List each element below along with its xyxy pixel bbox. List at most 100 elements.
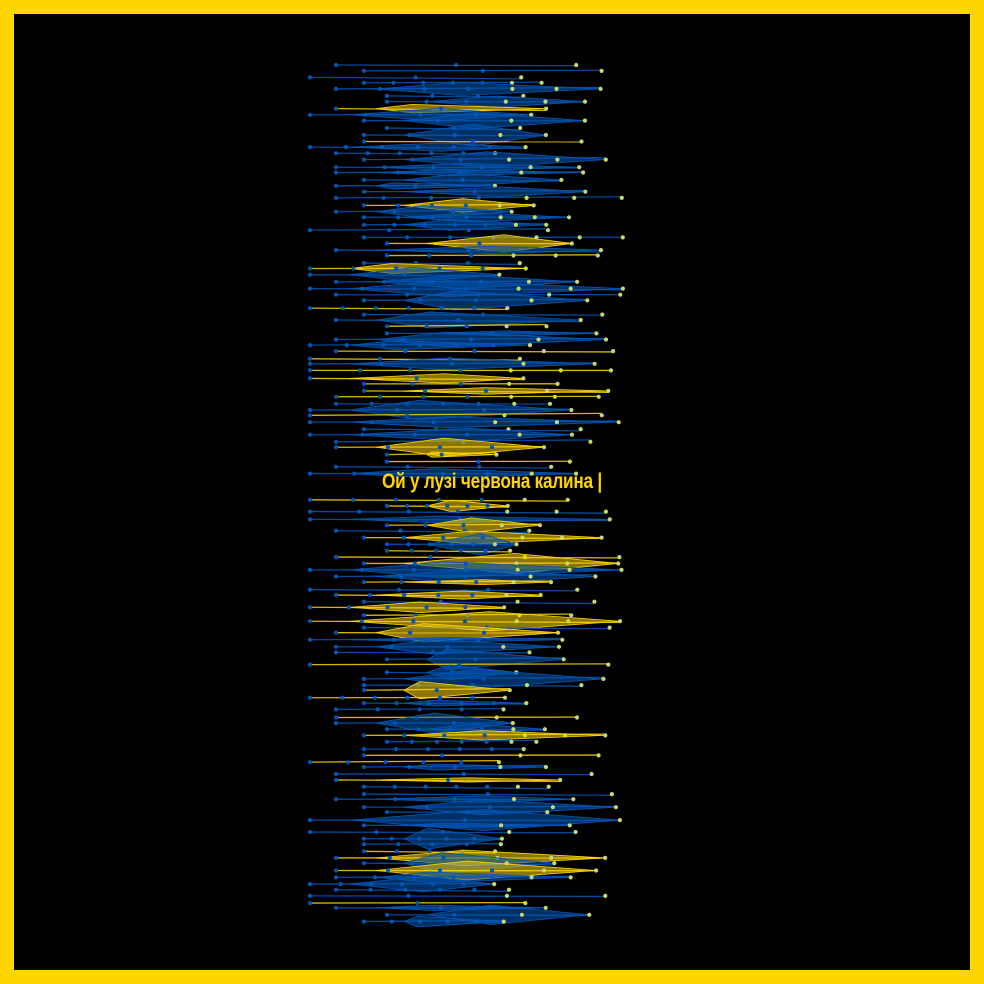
node-dot	[538, 592, 543, 598]
node-dot	[361, 625, 367, 630]
node-dot	[382, 279, 387, 284]
node-dot	[603, 509, 609, 514]
node-dot	[577, 235, 582, 240]
node-dot	[471, 542, 476, 547]
node-dot	[465, 261, 470, 266]
node-dot	[556, 644, 562, 649]
node-dot	[383, 760, 388, 765]
node-dot	[361, 157, 367, 162]
node-dot	[423, 523, 428, 528]
node-dot	[407, 132, 412, 138]
node-dot	[479, 727, 484, 732]
node-dot	[399, 580, 404, 585]
node-dot	[502, 695, 508, 700]
node-dot	[361, 215, 367, 220]
node-dot	[381, 343, 386, 348]
node-dot	[543, 764, 549, 770]
wedge-shape	[349, 468, 577, 479]
node-dot	[434, 688, 439, 693]
node-dot	[517, 261, 522, 266]
node-dot	[549, 855, 554, 861]
node-dot	[547, 292, 552, 297]
node-dot	[497, 203, 502, 208]
node-dot	[498, 132, 503, 138]
node-dot	[430, 650, 435, 655]
node-dot	[361, 919, 367, 924]
node-dot	[507, 157, 512, 162]
node-dot	[470, 695, 475, 700]
node-dot	[445, 644, 450, 649]
node-dot	[417, 707, 422, 712]
node-dot	[363, 112, 368, 117]
node-dot	[350, 497, 355, 502]
node-dot	[499, 523, 504, 528]
node-dot	[451, 875, 456, 880]
node-dot	[485, 784, 490, 789]
node-dot	[511, 727, 516, 732]
node-dot	[333, 292, 339, 297]
node-dot	[407, 764, 412, 770]
node-dot	[461, 771, 466, 777]
node-dot	[307, 605, 313, 610]
node-dot	[333, 887, 339, 892]
node-dot	[416, 727, 421, 732]
node-dot	[494, 715, 499, 720]
node-dot	[565, 497, 570, 502]
node-dot	[352, 471, 357, 476]
node-dot	[470, 139, 475, 144]
node-dot	[476, 195, 481, 200]
node-dot	[475, 93, 480, 98]
node-dot	[361, 388, 367, 393]
node-dot	[516, 286, 521, 291]
node-dot	[422, 222, 427, 227]
node-dot	[541, 349, 546, 354]
node-dot	[429, 195, 434, 200]
node-dot	[361, 599, 367, 604]
node-dot	[384, 331, 390, 336]
node-dot	[490, 875, 495, 880]
node-dot	[405, 413, 410, 418]
node-dot	[361, 842, 367, 847]
node-dot	[569, 241, 574, 246]
node-dot	[377, 394, 382, 399]
node-dot	[384, 548, 390, 553]
node-dot	[507, 688, 512, 693]
node-dot	[384, 93, 390, 98]
node-dot	[617, 555, 622, 560]
node-dot	[392, 784, 397, 789]
wedge-shape	[403, 763, 546, 771]
node-dot	[505, 509, 510, 514]
node-dot	[414, 376, 419, 381]
node-dot	[357, 509, 362, 514]
node-dot	[598, 248, 604, 253]
node-dot	[412, 432, 417, 437]
node-dot	[593, 574, 598, 579]
node-dot	[549, 464, 554, 469]
node-dot	[510, 721, 515, 726]
node-dot	[515, 567, 520, 573]
node-dot	[548, 580, 554, 585]
node-dot	[387, 228, 392, 233]
node-dot	[421, 760, 426, 765]
node-dot	[424, 805, 430, 810]
node-dot	[361, 177, 367, 182]
node-dot	[567, 459, 573, 464]
wedge-shape	[403, 699, 527, 707]
node-dot	[528, 574, 533, 579]
node-dot	[410, 157, 415, 162]
node-dot	[361, 80, 367, 85]
node-dot	[501, 919, 506, 924]
node-dot	[426, 701, 431, 706]
node-dot	[491, 701, 496, 706]
node-dot	[340, 306, 345, 311]
node-dot	[394, 701, 399, 706]
node-dot	[361, 189, 367, 194]
node-dot	[307, 567, 313, 573]
node-dot	[461, 523, 466, 528]
node-dot	[472, 887, 477, 892]
node-dot	[365, 151, 370, 156]
node-dot	[529, 112, 534, 117]
node-dot	[406, 306, 411, 311]
node-dot	[555, 630, 561, 635]
node-dot	[387, 855, 392, 861]
